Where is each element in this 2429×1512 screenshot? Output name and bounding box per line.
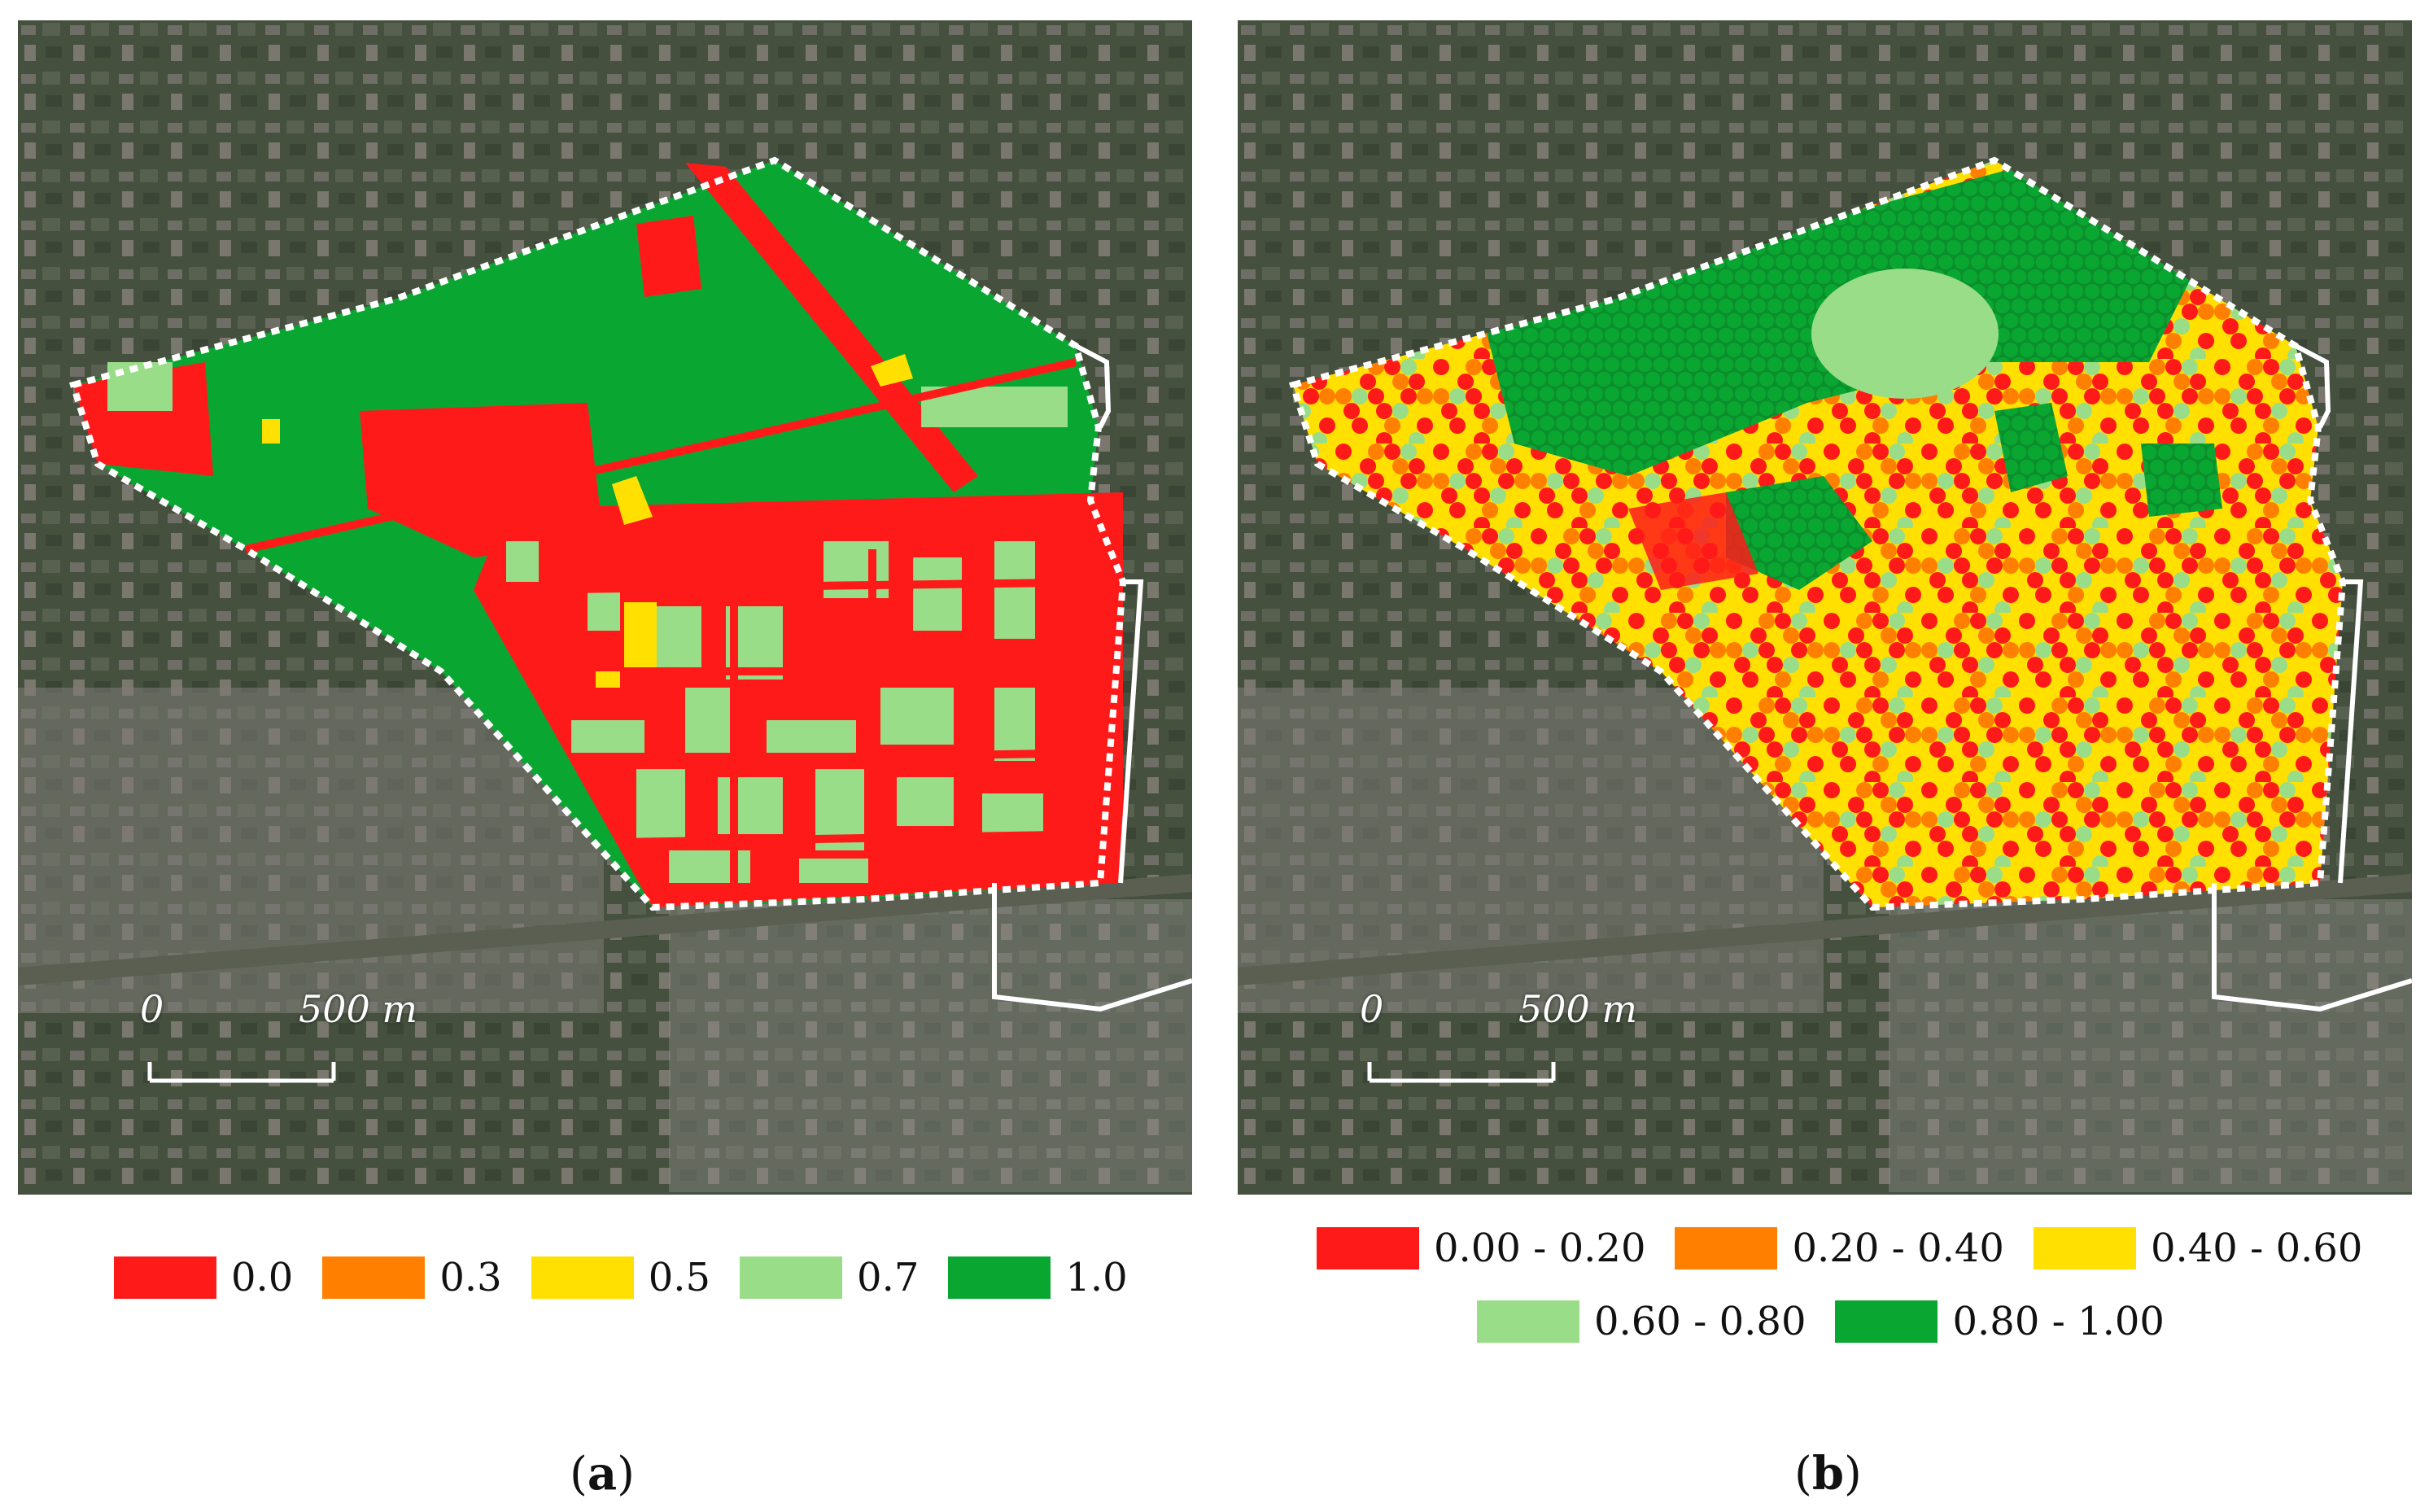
caption-close: ) — [1844, 1448, 1862, 1501]
study-area-boundary — [68, 156, 1127, 911]
scale-bar — [147, 1062, 336, 1083]
map-panel-a: 0 500 m — [18, 20, 1192, 1195]
municipal-boundary — [992, 343, 1192, 1012]
legend-swatch — [1675, 1227, 1778, 1269]
caption-b: (b) — [1794, 1447, 1862, 1501]
map-panel-b: 0 500 m — [1238, 20, 2412, 1195]
legend-item: 0.60 - 0.80 — [1477, 1299, 1835, 1344]
caption-open: ( — [1794, 1448, 1812, 1501]
caption-letter: a — [587, 1447, 618, 1501]
yellow-patches — [262, 354, 913, 688]
legend-label: 0.60 - 0.80 — [1594, 1299, 1806, 1344]
legend-swatch — [531, 1256, 634, 1299]
legend-label: 0.20 - 0.40 — [1792, 1226, 2004, 1271]
caption-open: ( — [570, 1448, 588, 1501]
legend-item: 0.20 - 0.40 — [1675, 1226, 2033, 1271]
legend-swatch — [2033, 1227, 2136, 1269]
legend-swatch — [1477, 1300, 1579, 1343]
legend-swatch — [114, 1256, 216, 1299]
scale-label-start: 0 — [1360, 987, 1384, 1031]
legend-item: 0.0 — [114, 1255, 322, 1300]
legend-label: 0.7 — [857, 1255, 920, 1300]
map-b-canvas — [1238, 20, 2412, 1195]
legend-label: 0.00 - 0.20 — [1434, 1226, 1646, 1271]
legend-b-row-2: 0.60 - 0.80 0.80 - 1.00 — [1477, 1299, 2194, 1344]
scale-label-start: 0 — [140, 987, 164, 1031]
scale-label-end: 500 m — [1518, 987, 1638, 1031]
legend-label: 0.80 - 1.00 — [1952, 1299, 2165, 1344]
legend-label: 1.0 — [1065, 1255, 1128, 1300]
legend-swatch — [740, 1256, 843, 1299]
legend-label: 0.3 — [439, 1255, 502, 1300]
legend-label: 0.40 - 0.60 — [2150, 1226, 2363, 1271]
legend-item: 0.80 - 1.00 — [1835, 1299, 2193, 1344]
legend-swatch — [322, 1256, 426, 1299]
legend-item: 0.40 - 0.60 — [2033, 1226, 2392, 1271]
caption-a: (a) — [570, 1447, 635, 1501]
urban-area — [1889, 899, 2412, 1192]
hexagon-grid — [1293, 160, 2343, 907]
legend-item: 0.5 — [531, 1255, 740, 1300]
municipal-boundary — [2212, 343, 2412, 1012]
scale-bar — [1367, 1062, 1556, 1083]
legend-item: 0.00 - 0.20 — [1317, 1226, 1675, 1271]
legend-label: 0.0 — [231, 1255, 294, 1300]
legend-item: 0.7 — [740, 1255, 948, 1300]
legend-swatch — [948, 1256, 1051, 1299]
map-a-canvas — [18, 20, 1192, 1195]
caption-letter: b — [1811, 1447, 1845, 1501]
road-grid — [244, 358, 1124, 899]
legend-label: 0.5 — [648, 1255, 711, 1300]
scale-label-end: 500 m — [299, 987, 418, 1031]
urban-area — [669, 899, 1192, 1192]
legend-item: 0.3 — [322, 1255, 531, 1300]
legend-b-row-1: 0.00 - 0.20 0.20 - 0.40 0.40 - 0.60 — [1317, 1226, 2392, 1271]
legend-swatch — [1835, 1300, 1938, 1343]
legend-item: 1.0 — [948, 1255, 1156, 1300]
legend-swatch — [1317, 1227, 1419, 1269]
caption-close: ) — [617, 1448, 636, 1501]
legend-a: 0.0 0.3 0.5 0.7 1.0 — [114, 1255, 1157, 1300]
study-area-boundary — [1288, 156, 2347, 911]
